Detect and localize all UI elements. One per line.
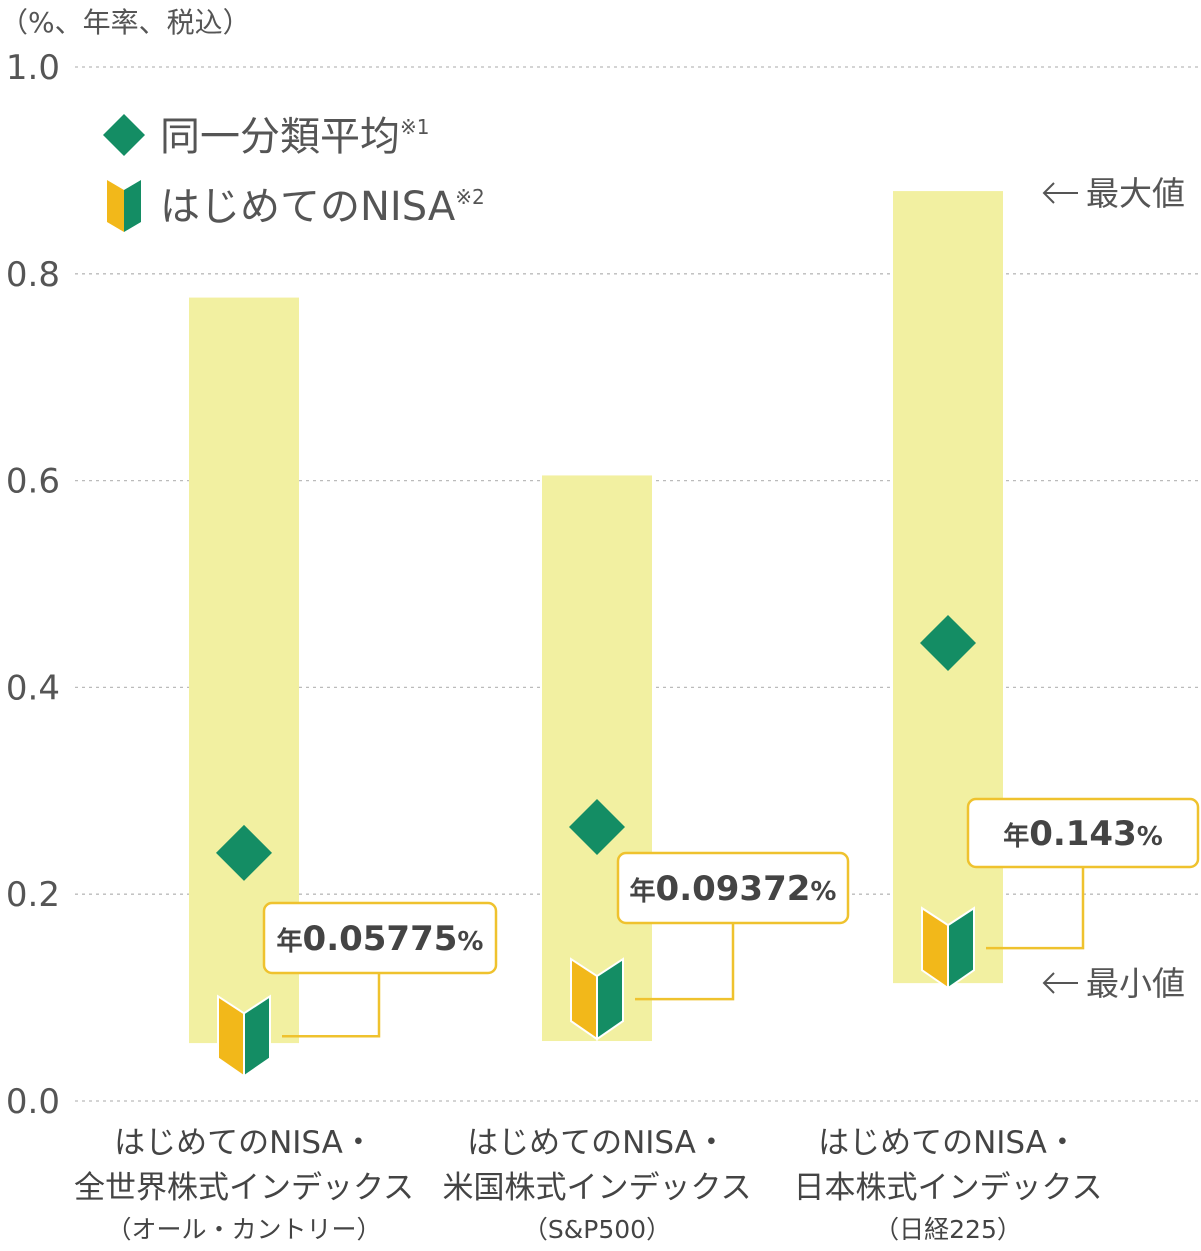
min-annotation: 最小値 (1042, 964, 1185, 1003)
callout-prefix: 年 (630, 876, 656, 907)
legend-fund-note: ※2 (455, 185, 484, 209)
value-callout: 年0.143% (966, 797, 1200, 950)
category-0-sub: （オール・カントリー） (106, 1215, 381, 1244)
category-1-line-2: 米国株式インデックス (442, 1170, 751, 1206)
callout-label: 年0.09372% (630, 869, 837, 909)
mark-right-half (596, 957, 624, 1041)
unit-label: （%、年率、税込） (0, 6, 251, 39)
value-callout: 年0.09372% (616, 851, 850, 1001)
min-label: 最小値 (1086, 964, 1185, 1003)
max-annotation: 最大値 (1042, 174, 1185, 213)
legend-average-note: ※1 (400, 115, 429, 139)
y-tick-label: 1.0 (6, 48, 60, 88)
max-label: 最大値 (1086, 174, 1185, 213)
category-0-line-2: 全世界株式インデックス (74, 1170, 414, 1206)
y-tick-label: 0.4 (6, 668, 60, 708)
callout-suffix: % (810, 877, 836, 907)
legend-beginner-mark-icon (107, 180, 141, 232)
svg-text:同一分類平均※1: 同一分類平均※1 (160, 114, 429, 160)
beginner-mark-icon (217, 994, 271, 1079)
y-tick-label: 0.2 (6, 875, 60, 915)
legend-fund-label: はじめてのNISA (160, 184, 456, 230)
fund-markers (217, 906, 975, 1079)
callout-label: 年0.143% (1003, 814, 1163, 854)
callout-leader-line (635, 923, 735, 1001)
callout-suffix: % (1137, 822, 1163, 852)
callout-value: 0.05775 (303, 919, 458, 959)
y-tick-label: 0.6 (6, 462, 60, 502)
legend-average-label: 同一分類平均 (160, 114, 400, 160)
legend-item-fund: はじめてのNISA※2 (107, 180, 485, 232)
callout-prefix: 年 (1003, 821, 1029, 852)
callout-value: 0.09372 (656, 869, 811, 909)
left-arrow-icon (1042, 182, 1078, 204)
legend: 同一分類平均※1 はじめてのNISA※2 (103, 114, 485, 232)
callout-suffix: % (457, 927, 483, 957)
average-diamond-icon (569, 798, 625, 855)
callout-box (616, 851, 850, 925)
y-tick-label: 0.8 (6, 255, 60, 295)
mark-right-half (947, 906, 975, 991)
callout-leader-line (986, 867, 1085, 950)
beginner-mark-icon (570, 957, 624, 1041)
average-diamond-icon (216, 824, 272, 881)
value-callouts: 年0.05775%年0.09372%年0.143% (262, 797, 1200, 1038)
callout-prefix: 年 (277, 926, 303, 957)
left-arrow-icon (1042, 972, 1078, 994)
category-1-sub: （S&P500） (523, 1215, 671, 1244)
category-0-line-1: はじめてのNISA・ (114, 1125, 374, 1161)
mark-right-half (243, 994, 271, 1079)
callout-leader-line (282, 973, 381, 1038)
callout-value: 0.143 (1029, 814, 1137, 854)
category-2-sub: （日経225） (874, 1215, 1022, 1244)
category-2-line-2: 日本株式インデックス (793, 1170, 1102, 1206)
y-tick-label: 0.0 (6, 1082, 60, 1122)
callout-box (966, 797, 1200, 869)
value-callout: 年0.05775% (262, 901, 498, 1038)
callout-box (262, 901, 498, 975)
category-labels: はじめてのNISA・ 全世界株式インデックス （オール・カントリー） はじめての… (74, 1125, 1103, 1244)
range-bar (542, 475, 652, 1042)
legend-item-average: 同一分類平均※1 (103, 114, 429, 160)
y-axis-ticks: 0.0 0.2 0.4 0.6 0.8 1.0 (6, 48, 60, 1122)
beginner-mark-icon (921, 906, 975, 991)
callout-label: 年0.05775% (277, 919, 484, 959)
svg-text:はじめてのNISA※2: はじめてのNISA※2 (160, 184, 485, 230)
category-2-line-1: はじめてのNISA・ (818, 1125, 1078, 1161)
average-markers (216, 614, 976, 881)
category-1-line-1: はじめてのNISA・ (467, 1125, 727, 1161)
legend-diamond-icon (103, 114, 145, 156)
average-diamond-icon (920, 614, 976, 671)
